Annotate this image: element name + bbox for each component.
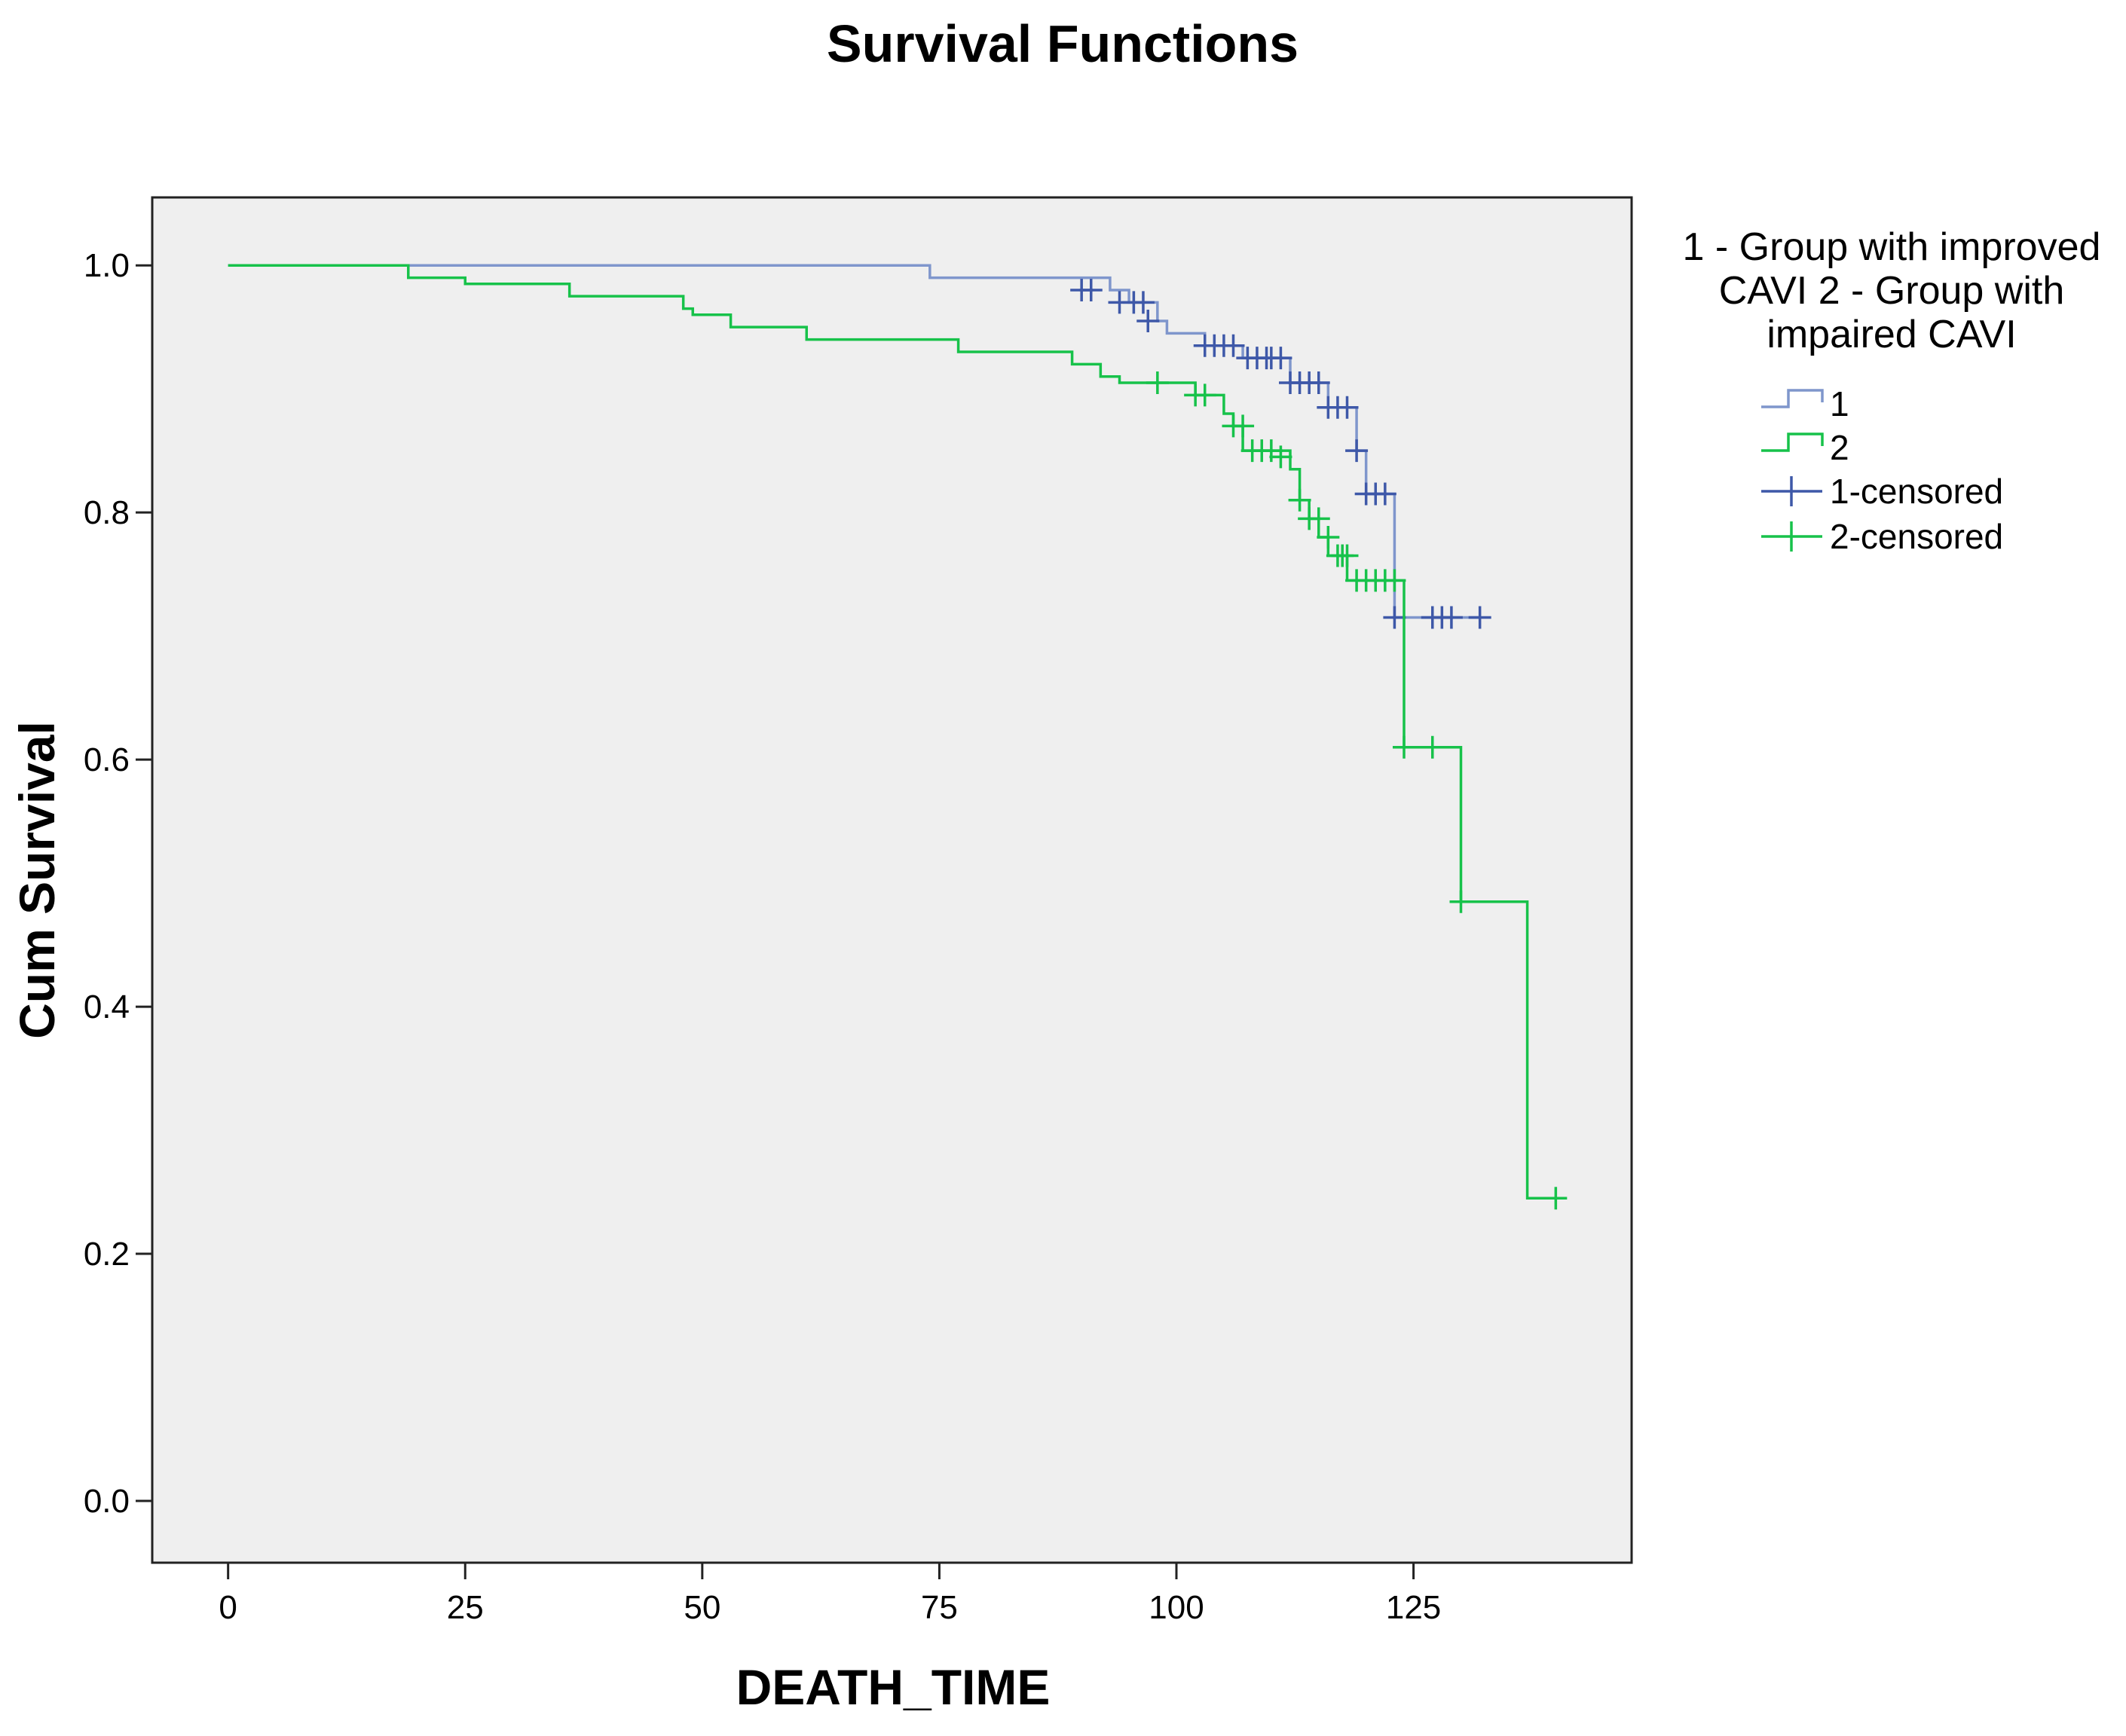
series-layer [228,264,1568,1210]
y-tick-label-5: 1.0 [84,247,130,284]
legend-entry-1: 1 [1761,384,1849,423]
x-tick-label-0: 0 [219,1589,237,1626]
series-1-censor-mark-29 [1439,606,1463,629]
series-2-censor-mark-20 [1383,569,1406,592]
series-1-censor-mark-25 [1373,482,1396,506]
series-1-censor-mark-5 [1136,309,1160,332]
legend-label-2-censored: 2-censored [1830,517,2003,556]
x-axis: 0 25 50 75 100 125 [219,1563,1441,1626]
series-1-censor-mark-21 [1335,396,1359,419]
x-tick-label-3: 75 [921,1589,958,1626]
chart-title: Survival Functions [827,14,1299,73]
series-1-censor-mark-18 [1307,371,1330,394]
series-2-censor-mark-7 [1259,439,1283,463]
plot-area [151,196,1633,1564]
y-tick-label-0: 0.0 [84,1483,130,1520]
series-1-censor-mark-22 [1345,439,1369,463]
series-2-censor-mark-0 [1146,371,1169,394]
legend-title-line-3: impaired CAVI [1767,313,2016,356]
x-tick-label-1: 25 [447,1589,484,1626]
series-1-censor-mark-1 [1079,278,1103,301]
series-1-censor-mark-4 [1131,291,1155,314]
legend-label-2: 2 [1830,428,1849,467]
series-2-censor-mark-21 [1393,735,1415,759]
series-2-censor-mark-23 [1449,890,1473,913]
series-1-censor-mark-14 [1269,347,1292,370]
series-2-censor-mark-12 [1317,525,1340,549]
legend-entry-2: 2 [1761,428,1849,467]
series-2-censor-mark-9 [1288,488,1311,512]
y-tick-label-2: 0.4 [84,989,130,1025]
series-1-censor-mark-26 [1383,606,1406,629]
legend-label-1: 1 [1830,384,1849,423]
x-tick-label-2: 50 [684,1589,720,1626]
legend-swatch-2 [1761,432,1824,452]
legend-entry-1-censored: 1-censored [1761,472,2003,511]
series-1-censor-mark-30 [1468,606,1491,629]
legend: 1 - Group with improved CAVI 2 - Group w… [1683,225,2101,556]
series-2-censor-mark-24 [1544,1187,1568,1210]
y-axis-label: Cum Survival [9,721,65,1039]
legend-swatch-1-censored [1761,476,1822,506]
series-2-censor-mark-11 [1307,507,1330,530]
x-tick-label-5: 125 [1386,1589,1441,1626]
series-2-censor-mark-22 [1421,735,1444,759]
legend-entry-2-censored: 2-censored [1761,517,2003,556]
series-2-censor-mark-4 [1231,414,1255,438]
y-tick-label-4: 0.8 [84,494,130,531]
y-axis: 0.0 0.2 0.4 0.6 0.8 1.0 [84,247,152,1520]
x-axis-label: DEATH_TIME [736,1659,1051,1715]
legend-title-line-1: 1 - Group with improved [1683,225,2101,269]
series-2-censor-mark-8 [1269,445,1292,469]
legend-swatch-2-censored [1761,521,1822,552]
x-tick-label-4: 100 [1149,1589,1204,1626]
y-tick-label-1: 0.2 [84,1236,130,1273]
series-2-censor-mark-2 [1193,384,1216,407]
series-2-censor-mark-15 [1335,544,1359,567]
legend-label-1-censored: 1-censored [1830,472,2003,511]
legend-title-line-2: CAVI 2 - Group with [1719,269,2065,313]
legend-swatch-1 [1761,389,1824,408]
y-tick-label-3: 0.6 [84,741,130,778]
series-1-censor-mark-9 [1222,334,1245,357]
